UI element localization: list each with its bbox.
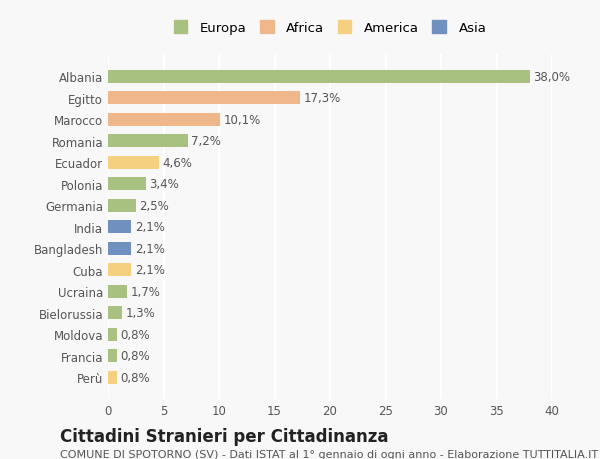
Text: 0,8%: 0,8% — [120, 371, 150, 384]
Text: 1,3%: 1,3% — [126, 307, 155, 319]
Text: COMUNE DI SPOTORNO (SV) - Dati ISTAT al 1° gennaio di ogni anno - Elaborazione T: COMUNE DI SPOTORNO (SV) - Dati ISTAT al … — [60, 449, 598, 459]
Bar — [108, 349, 117, 362]
Bar — [108, 263, 131, 276]
Bar — [108, 328, 117, 341]
Text: 17,3%: 17,3% — [304, 92, 341, 105]
Text: 3,4%: 3,4% — [149, 178, 179, 191]
Bar — [108, 199, 136, 212]
Text: 10,1%: 10,1% — [223, 113, 260, 127]
Bar — [108, 71, 530, 84]
Text: 2,1%: 2,1% — [134, 242, 164, 255]
Bar — [108, 285, 127, 298]
Bar — [108, 92, 300, 105]
Bar — [108, 157, 159, 169]
Bar — [108, 307, 122, 319]
Bar — [108, 221, 131, 234]
Text: 4,6%: 4,6% — [163, 157, 192, 169]
Text: 2,1%: 2,1% — [134, 221, 164, 234]
Text: 1,7%: 1,7% — [130, 285, 160, 298]
Bar — [108, 113, 220, 127]
Bar — [108, 135, 188, 148]
Text: 38,0%: 38,0% — [533, 71, 570, 84]
Text: 7,2%: 7,2% — [191, 135, 221, 148]
Text: 0,8%: 0,8% — [120, 349, 150, 362]
Bar — [108, 178, 146, 191]
Text: 2,5%: 2,5% — [139, 199, 169, 212]
Bar — [108, 242, 131, 255]
Bar — [108, 371, 117, 384]
Legend: Europa, Africa, America, Asia: Europa, Africa, America, Asia — [170, 17, 490, 39]
Text: 2,1%: 2,1% — [134, 263, 164, 277]
Text: Cittadini Stranieri per Cittadinanza: Cittadini Stranieri per Cittadinanza — [60, 427, 389, 445]
Text: 0,8%: 0,8% — [120, 328, 150, 341]
